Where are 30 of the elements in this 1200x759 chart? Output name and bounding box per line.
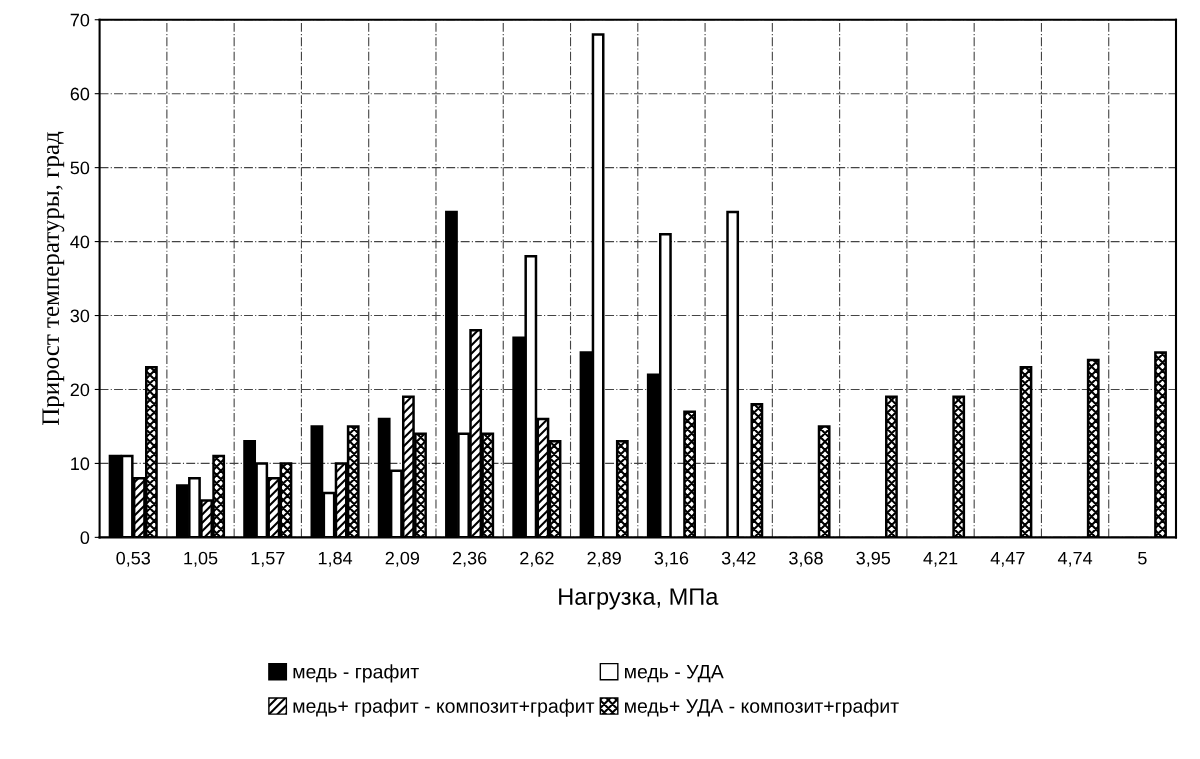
legend-label: медь - графит [293, 664, 419, 683]
x-tick-label: 2,89 [587, 551, 621, 567]
x-tick-label: 2,36 [452, 551, 487, 567]
x-tick-label: 5 [1138, 551, 1147, 565]
y-tick-label: 10 [71, 457, 90, 471]
x-tick-label: 2,09 [385, 551, 420, 567]
x-tick-label: 2,62 [520, 551, 554, 567]
legend-label: медь+ графит - композит+графит [293, 698, 595, 717]
x-tick-label: 1,05 [184, 551, 218, 567]
y-axis-title: Прирост температуры, град [42, 131, 65, 426]
x-tick-label: 4,74 [1057, 551, 1093, 567]
legend-label: медь+ УДА - композит+графит [625, 698, 899, 717]
y-tick-label: 40 [70, 235, 90, 249]
x-axis-title: Нагрузка, МПа [559, 588, 719, 610]
x-tick-label: 1,57 [251, 551, 285, 567]
x-tick-label: 3,68 [789, 551, 823, 567]
x-tick-label: 4,47 [990, 551, 1025, 567]
x-tick-label: 0,53 [116, 551, 151, 567]
y-tick-label: 0 [80, 531, 90, 545]
y-tick-label: 70 [70, 13, 90, 27]
x-tick-label: 1,84 [318, 551, 353, 567]
x-tick-label: 3,16 [654, 551, 689, 567]
x-tick-label: 3,42 [721, 551, 756, 567]
y-tick-label: 20 [70, 383, 90, 397]
y-tick-label: 60 [70, 87, 90, 101]
y-tick-label: 50 [70, 161, 90, 175]
x-tick-label: 3,95 [856, 551, 891, 567]
y-tick-label: 30 [70, 309, 90, 323]
x-tick-label: 4,21 [923, 551, 958, 567]
legend-label: медь - УДА [625, 664, 724, 683]
